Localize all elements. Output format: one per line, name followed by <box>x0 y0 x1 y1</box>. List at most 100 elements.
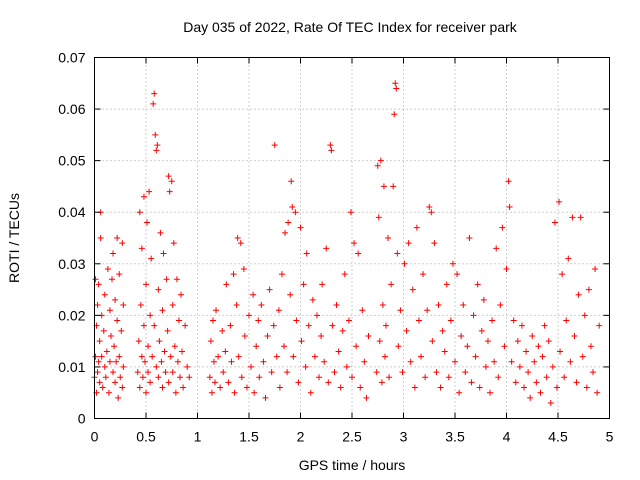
data-point <box>106 358 113 365</box>
data-point <box>231 389 238 396</box>
data-point <box>587 343 594 350</box>
data-point <box>114 235 121 241</box>
data-point <box>309 296 316 303</box>
data-point <box>468 379 475 386</box>
data-point <box>153 363 160 370</box>
data-point <box>138 245 145 252</box>
data-point <box>206 374 213 381</box>
data-point <box>145 369 152 376</box>
data-point <box>147 312 154 319</box>
data-point <box>101 363 108 370</box>
data-point <box>273 353 280 360</box>
data-point <box>337 384 344 391</box>
data-point <box>484 338 491 345</box>
data-point <box>159 384 166 391</box>
data-point <box>117 374 124 381</box>
data-point <box>102 374 109 381</box>
data-point <box>97 235 104 241</box>
data-point <box>478 327 485 334</box>
data-point <box>149 353 156 360</box>
data-point <box>399 369 406 376</box>
data-point <box>405 240 412 247</box>
data-point <box>347 209 354 216</box>
data-point <box>501 343 508 350</box>
data-point <box>109 276 116 283</box>
data-point <box>207 338 214 345</box>
x-axis-label: GPS time / hours <box>299 457 406 473</box>
data-point <box>172 389 179 396</box>
data-point <box>549 363 556 370</box>
data-point <box>145 343 152 350</box>
data-point <box>136 384 143 391</box>
y-axis-tick-labels: 0 0.01 0.02 0.03 0.04 0.05 0.06 0.07 <box>58 50 85 427</box>
data-point <box>184 363 191 370</box>
data-point <box>466 235 473 241</box>
data-point <box>382 322 389 329</box>
data-point <box>146 188 153 195</box>
data-point <box>140 193 147 200</box>
y-tick-label: 0.02 <box>58 307 85 323</box>
data-point <box>376 338 383 345</box>
data-point <box>592 265 599 272</box>
data-point <box>219 327 226 334</box>
data-point <box>535 343 542 350</box>
data-point <box>275 307 282 314</box>
data-point <box>487 389 494 396</box>
data-point <box>147 379 154 386</box>
data-point <box>579 353 586 360</box>
y-tick-label: 0.03 <box>58 256 85 272</box>
data-point <box>577 214 584 221</box>
y-tick-label: 0.05 <box>58 153 85 169</box>
data-point <box>94 302 101 309</box>
data-point <box>497 302 504 309</box>
data-point <box>144 219 151 226</box>
data-point <box>255 317 262 324</box>
y-axis-label: ROTI / TECUs <box>6 193 22 283</box>
data-point <box>246 312 252 319</box>
data-point <box>547 400 554 407</box>
data-point <box>331 369 338 376</box>
data-point <box>164 327 171 334</box>
data-point <box>137 302 144 309</box>
data-point <box>234 235 241 241</box>
data-point <box>413 224 420 231</box>
data-point <box>569 214 576 221</box>
y-tick-label: 0 <box>78 411 86 427</box>
data-point <box>276 384 283 391</box>
data-point <box>116 271 123 278</box>
data-point <box>489 317 496 324</box>
data-point <box>553 384 560 391</box>
data-point <box>266 286 273 293</box>
data-point <box>233 302 240 309</box>
data-point <box>508 358 515 365</box>
data-point <box>290 353 297 360</box>
data-point <box>333 302 340 309</box>
data-point <box>361 358 368 365</box>
x-tick-label: 1.5 <box>239 429 259 445</box>
data-point <box>210 358 217 365</box>
data-point <box>94 369 101 376</box>
data-point <box>316 374 323 381</box>
data-point <box>395 343 402 350</box>
data-point <box>95 281 102 288</box>
data-point <box>148 255 155 262</box>
data-point <box>431 240 438 247</box>
data-point <box>230 271 237 278</box>
data-point <box>222 348 229 355</box>
grid-lines <box>94 57 610 419</box>
data-point <box>575 291 582 298</box>
data-point <box>420 271 427 278</box>
data-point <box>110 369 117 376</box>
data-point <box>303 250 310 257</box>
data-point <box>287 291 294 298</box>
data-point <box>378 379 385 386</box>
data-point <box>288 178 295 185</box>
data-point <box>101 291 108 298</box>
data-point <box>175 317 182 324</box>
data-point <box>429 338 436 345</box>
data-point <box>318 332 325 339</box>
data-point <box>278 271 285 278</box>
data-point <box>268 369 275 376</box>
data-point <box>243 384 250 391</box>
data-point <box>208 389 215 396</box>
